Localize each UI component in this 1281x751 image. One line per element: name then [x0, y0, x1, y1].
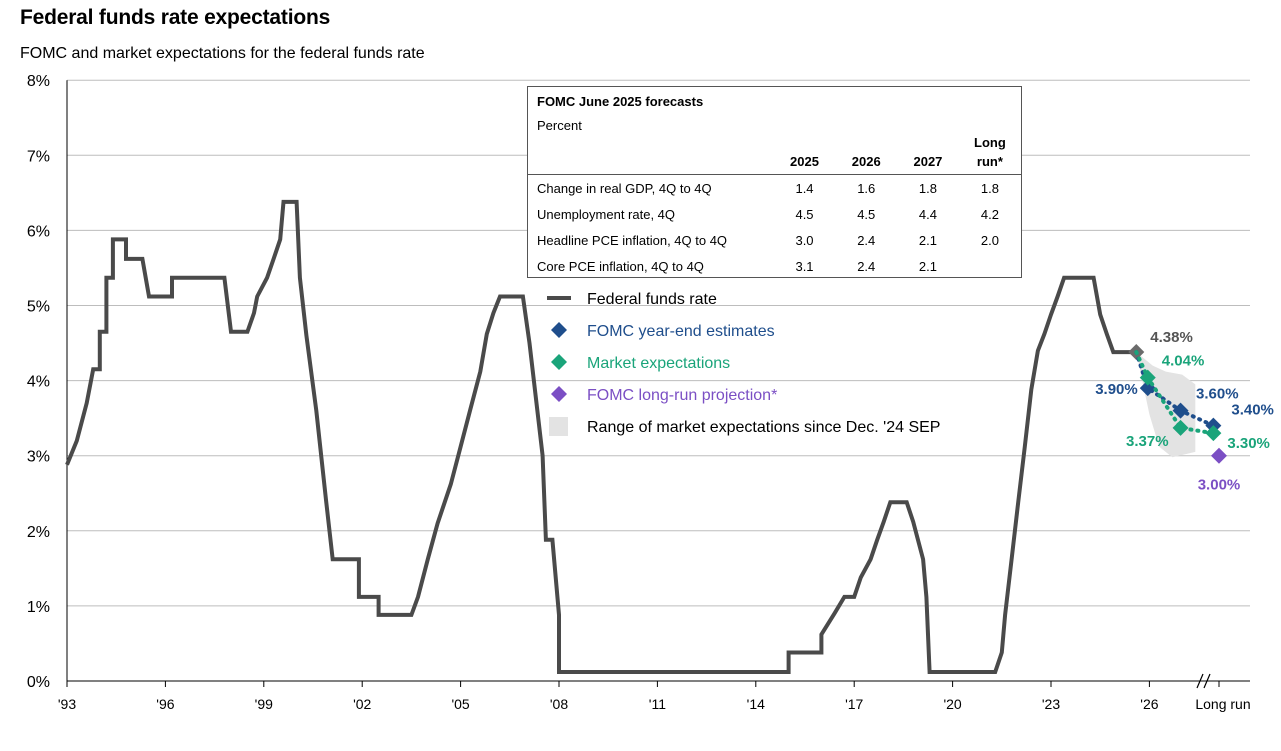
fomc-estimate-label: 3.60% — [1196, 386, 1239, 403]
legend-swatch-diamond — [551, 386, 567, 402]
legend-swatch-diamond — [551, 322, 567, 338]
table-row: Headline PCE inflation, 4Q to 4Q 3.0 2.4… — [528, 227, 1021, 253]
table-row: Core PCE inflation, 4Q to 4Q 3.1 2.4 2.1 — [528, 253, 1021, 279]
fomc-dotted-line — [1134, 350, 1216, 428]
legend-label: FOMC year-end estimates — [587, 323, 775, 340]
x-tick-label: '05 — [451, 696, 469, 712]
cell-value: 4.5 — [857, 206, 876, 222]
cell-value: 3.1 — [795, 258, 814, 274]
col-header-long-run: Long run* — [974, 135, 1006, 169]
table-title: FOMC June 2025 forecasts — [537, 94, 704, 109]
x-tick-label: '93 — [58, 696, 76, 712]
col-header-2026: 2026 — [851, 154, 881, 169]
y-tick-label: 6% — [27, 223, 50, 240]
cell-value: 2.1 — [918, 258, 937, 274]
y-tick-label: 1% — [27, 599, 50, 616]
fed-funds-rate-series: 4.38% — [65, 199, 1193, 674]
cell-value: 2.0 — [980, 232, 999, 248]
legend-swatch-diamond — [551, 354, 567, 370]
market-dotted-line — [1134, 350, 1216, 436]
header-blank — [528, 133, 774, 175]
x-tick-label: '96 — [156, 696, 174, 712]
chart-title: Federal funds rate expectations — [20, 6, 331, 29]
cell-value — [959, 253, 1021, 279]
y-tick-label: 8% — [27, 73, 50, 90]
x-tick-labels: '93 '96 '99 '02 '05 '08 '11 '14 '17 '20 '23 '26 Long… — [58, 673, 1251, 712]
row-label: Unemployment rate, 4Q — [537, 206, 676, 222]
market-expectation-label: 3.30% — [1227, 435, 1270, 452]
fed-funds-rate-line — [65, 199, 1137, 674]
table-header-row: 2025 2026 2027 Long run* — [528, 133, 1021, 175]
y-tick-label: 0% — [27, 674, 50, 691]
cell-value: 4.2 — [980, 206, 999, 222]
cell-value: 4.4 — [918, 206, 937, 222]
y-tick-label: 7% — [27, 148, 50, 165]
fomc-estimate-label: 3.40% — [1231, 402, 1274, 419]
axis-break-mark — [1203, 673, 1211, 689]
x-tick-label: '20 — [943, 696, 961, 712]
legend-label: Market expectations — [587, 355, 730, 372]
x-tick-label-long-run: Long run — [1195, 696, 1250, 712]
x-tick-label: '14 — [747, 696, 765, 712]
fomc-estimates-series: 3.90% 3.60%3.40% — [1095, 350, 1274, 434]
x-tick-label: '11 — [649, 696, 666, 712]
col-header-2025: 2025 — [790, 154, 819, 169]
cell-value: 1.8 — [980, 180, 999, 196]
y-tick-label: 5% — [27, 299, 50, 316]
cell-value: 1.6 — [857, 180, 876, 196]
row-label: Core PCE inflation, 4Q to 4Q — [537, 258, 704, 274]
axis-break-mark — [1196, 673, 1204, 689]
cell-value: 3.0 — [795, 232, 814, 248]
fomc-forecast-table: FOMC June 2025 forecasts Percent 2025 20… — [527, 86, 1022, 278]
legend-label: FOMC long-run projection* — [587, 387, 777, 404]
market-expectation-marker — [1172, 419, 1189, 436]
legend-label: Federal funds rate — [587, 291, 717, 308]
chart-legend: Federal funds rate FOMC year-end estimate… — [547, 291, 940, 436]
chart-subtitle: FOMC and market expectations for the fed… — [20, 45, 425, 62]
table-row: Unemployment rate, 4Q 4.5 4.5 4.4 4.2 — [528, 201, 1021, 227]
x-tick-label: '17 — [845, 696, 863, 712]
market-expectations-series: 4.04% 3.37% 3.30% — [1126, 350, 1270, 452]
y-tick-labels: 0% 1% 2% 3% 4% 5% 6% 7% 8% — [27, 73, 50, 691]
market-expectation-marker — [1139, 369, 1156, 386]
market-expectation-label: 3.37% — [1126, 433, 1169, 450]
row-label: Change in real GDP, 4Q to 4Q — [537, 180, 712, 196]
longrun-projection-marker — [1211, 447, 1227, 464]
table-row: Change in real GDP, 4Q to 4Q 1.4 1.6 1.8… — [528, 175, 1021, 202]
x-tick-label: '23 — [1042, 696, 1060, 712]
legend-label: Range of market expectations since Dec. … — [587, 419, 940, 436]
y-tick-label: 3% — [27, 449, 50, 466]
cell-value: 4.5 — [795, 206, 814, 222]
row-label: Headline PCE inflation, 4Q to 4Q — [537, 232, 728, 248]
x-tick-label: '08 — [550, 696, 568, 712]
table-subtitle: Percent — [537, 118, 582, 133]
x-tick-label: '26 — [1140, 696, 1158, 712]
cell-value: 2.1 — [918, 232, 937, 248]
longrun-projection-label: 3.00% — [1198, 477, 1241, 494]
forecast-grid: 2025 2026 2027 Long run* Change in real … — [528, 133, 1021, 279]
col-header-2027: 2027 — [913, 154, 943, 169]
cell-value: 2.4 — [857, 258, 876, 274]
legend-swatch-square — [549, 417, 568, 436]
cell-value: 1.4 — [795, 180, 814, 196]
fomc-estimate-label: 3.90% — [1095, 381, 1138, 398]
longrun-projection-series: 3.00% — [1198, 447, 1241, 494]
x-tick-label: '99 — [255, 696, 273, 712]
fomc-estimate-marker — [1172, 402, 1189, 419]
y-tick-label: 2% — [27, 524, 50, 541]
cell-value: 2.4 — [857, 232, 876, 248]
y-tick-label: 4% — [27, 374, 50, 391]
cell-value: 1.8 — [918, 180, 937, 196]
market-expectation-marker — [1205, 425, 1222, 442]
market-expectation-label: 4.04% — [1162, 353, 1205, 370]
x-tick-label: '02 — [353, 696, 371, 712]
last-point-label: 4.38% — [1150, 329, 1193, 346]
